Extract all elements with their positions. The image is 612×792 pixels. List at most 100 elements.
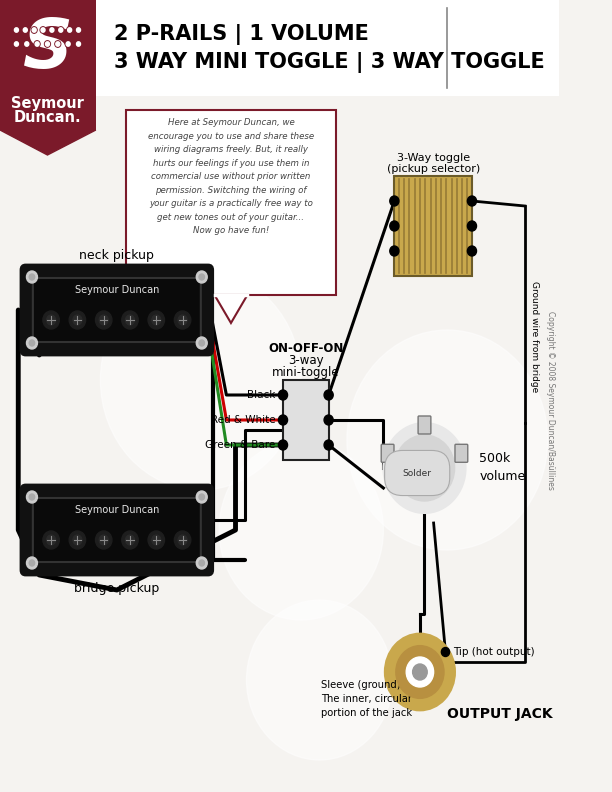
Circle shape [412,664,427,680]
Circle shape [394,435,455,501]
Circle shape [95,531,112,549]
Circle shape [390,221,399,231]
Circle shape [324,415,333,425]
Circle shape [125,535,135,545]
Text: Seymour Duncan: Seymour Duncan [75,505,159,515]
FancyBboxPatch shape [394,176,472,276]
Text: Copyright © 2008 Seymour Duncan/Basüllines: Copyright © 2008 Seymour Duncan/Basüllin… [546,310,555,489]
Circle shape [34,41,40,48]
Circle shape [174,311,191,329]
Circle shape [219,440,383,620]
Text: OUTPUT JACK: OUTPUT JACK [447,707,553,721]
FancyBboxPatch shape [21,485,213,575]
Circle shape [278,390,288,400]
Text: 3 WAY MINI TOGGLE | 3 WAY TOGGLE: 3 WAY MINI TOGGLE | 3 WAY TOGGLE [114,51,545,73]
Circle shape [99,315,108,325]
Text: Black: Black [247,390,275,400]
Circle shape [49,27,55,33]
Text: mini-toggle: mini-toggle [272,365,340,379]
Text: ON-OFF-ON: ON-OFF-ON [268,341,343,355]
Text: volume: volume [479,470,526,482]
Circle shape [73,315,82,325]
Circle shape [40,27,46,33]
Circle shape [65,41,71,48]
Circle shape [41,28,45,32]
Circle shape [178,535,187,545]
Circle shape [468,246,477,256]
Circle shape [247,600,392,760]
Circle shape [76,28,81,32]
Circle shape [68,28,72,32]
Circle shape [199,274,204,280]
FancyBboxPatch shape [126,110,336,295]
Circle shape [32,28,36,32]
Circle shape [178,315,187,325]
Circle shape [73,535,82,545]
Circle shape [468,221,477,231]
Circle shape [50,28,54,32]
Circle shape [26,271,37,283]
Circle shape [76,27,81,33]
Circle shape [196,271,207,283]
Circle shape [99,535,108,545]
Circle shape [390,246,399,256]
Circle shape [174,531,191,549]
Text: Solder: Solder [403,469,431,478]
Circle shape [76,41,81,48]
FancyBboxPatch shape [33,498,201,562]
Text: Tip (hot output): Tip (hot output) [453,647,534,657]
Circle shape [385,634,455,710]
Circle shape [76,42,81,46]
Circle shape [29,340,35,346]
Text: 3-Way toggle: 3-Way toggle [397,153,470,163]
Circle shape [55,41,61,48]
Circle shape [406,657,434,687]
Circle shape [29,560,35,566]
Text: Sleeve (ground).
The inner, circular
portion of the jack: Sleeve (ground). The inner, circular por… [321,680,412,718]
Text: Seymour: Seymour [11,96,84,111]
FancyBboxPatch shape [455,444,468,463]
Circle shape [24,42,29,46]
Circle shape [47,315,56,325]
Circle shape [59,28,63,32]
Circle shape [324,390,333,400]
Circle shape [196,557,207,569]
Circle shape [152,315,161,325]
Circle shape [31,27,37,33]
Circle shape [199,340,204,346]
Circle shape [23,28,28,32]
Circle shape [66,42,70,46]
Circle shape [468,196,477,206]
FancyBboxPatch shape [33,278,201,342]
Circle shape [29,494,35,500]
Polygon shape [0,130,96,155]
Circle shape [148,531,165,549]
Circle shape [278,415,288,425]
Circle shape [15,28,18,32]
Circle shape [122,311,138,329]
Circle shape [13,41,20,48]
Circle shape [58,27,64,33]
FancyBboxPatch shape [21,265,213,355]
Circle shape [13,27,20,33]
Text: 2 P-RAILS | 1 VOLUME: 2 P-RAILS | 1 VOLUME [114,24,369,44]
Circle shape [100,270,301,490]
Text: Duncan.: Duncan. [13,109,81,124]
FancyBboxPatch shape [0,0,96,130]
Circle shape [43,311,59,329]
Text: neck pickup: neck pickup [80,249,154,262]
Text: bridge pickup: bridge pickup [74,582,160,595]
Circle shape [122,531,138,549]
Circle shape [26,337,37,349]
Circle shape [441,648,450,657]
Circle shape [15,42,18,46]
Circle shape [324,440,333,450]
Circle shape [199,494,204,500]
Text: Ground wire from bridge: Ground wire from bridge [531,281,539,393]
Text: Here at Seymour Duncan, we
encourage you to use and share these
wiring diagrams : Here at Seymour Duncan, we encourage you… [148,118,314,235]
FancyBboxPatch shape [0,0,559,96]
Text: Red & White: Red & White [211,415,275,425]
Circle shape [26,557,37,569]
Polygon shape [215,295,247,323]
Circle shape [347,330,548,550]
